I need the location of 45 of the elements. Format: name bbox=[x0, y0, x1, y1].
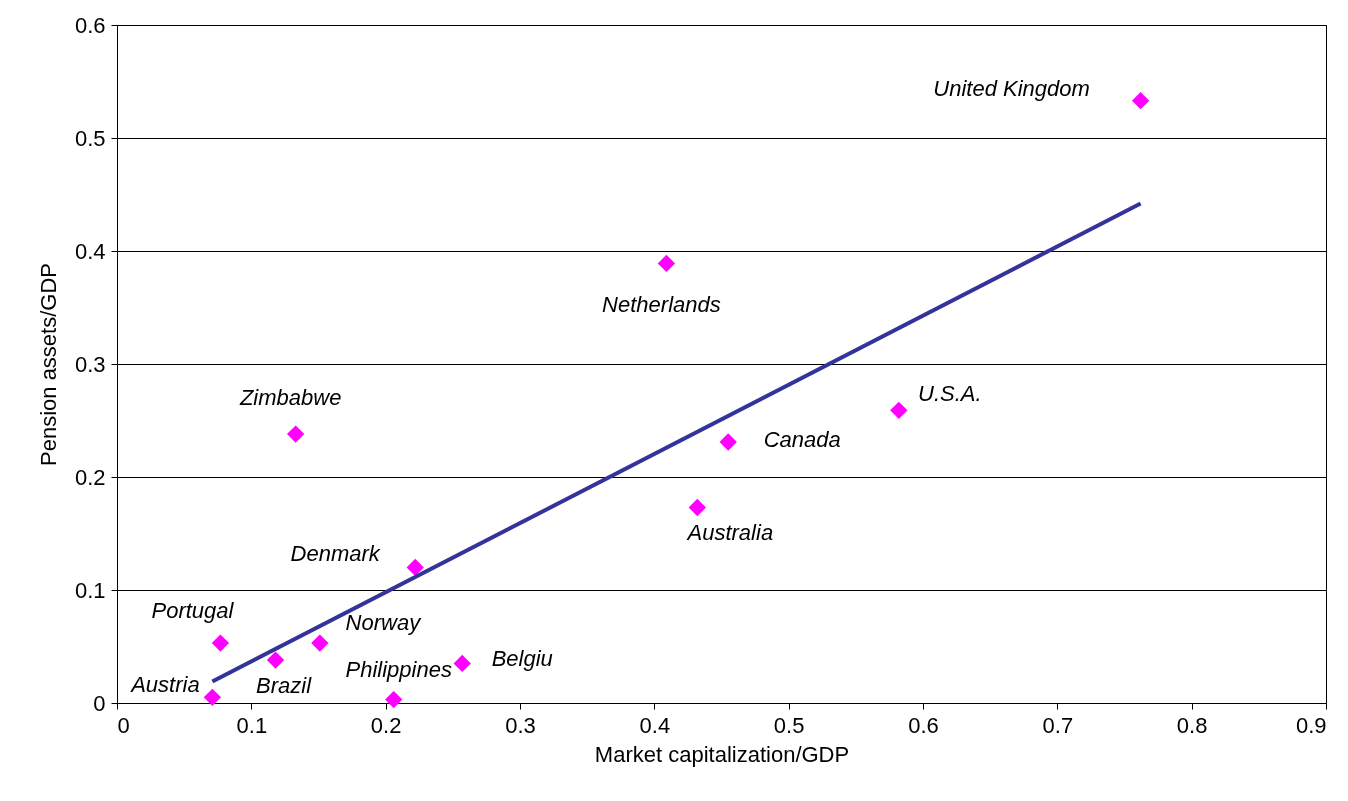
y-tick-label: 0 bbox=[93, 690, 106, 716]
point bbox=[266, 651, 285, 669]
x-tick-label: 0.1 bbox=[236, 712, 268, 738]
x-tick-label: 0.8 bbox=[1176, 712, 1208, 738]
x-tick-label: 0.3 bbox=[505, 712, 536, 738]
point bbox=[688, 498, 706, 517]
x-tick-label: 0.4 bbox=[639, 712, 671, 738]
annotation: Philippines bbox=[345, 656, 452, 682]
point bbox=[287, 425, 305, 443]
y-axis-title: Pension assets/GDP bbox=[35, 263, 61, 466]
annotation: U.S.A. bbox=[918, 381, 982, 407]
y-tick-label: 0.1 bbox=[74, 577, 106, 603]
annotation: Netherlands bbox=[602, 292, 721, 318]
y-tick-label: 0.4 bbox=[74, 238, 106, 264]
annotation: Austria bbox=[129, 672, 200, 698]
x-axis-title: Market capitalization/GDP bbox=[594, 741, 850, 767]
annotation: Brazil bbox=[256, 673, 313, 699]
y-tick-label: 0.6 bbox=[74, 12, 106, 38]
annotation: Zimbabwe bbox=[238, 385, 342, 411]
x-tick-label: 0.9 bbox=[1295, 712, 1327, 738]
point bbox=[719, 433, 737, 451]
point bbox=[211, 634, 230, 652]
point bbox=[1131, 92, 1150, 110]
annotation: Portugal bbox=[151, 598, 235, 624]
y-tick-label: 0.2 bbox=[74, 464, 106, 490]
annotation: Norway bbox=[345, 610, 423, 636]
annotation: United Kingdom bbox=[933, 75, 1090, 101]
point bbox=[657, 254, 676, 273]
y-tick-label: 0.3 bbox=[74, 351, 106, 377]
point bbox=[890, 401, 908, 419]
annotation: Belgiu bbox=[491, 646, 553, 672]
point bbox=[203, 688, 222, 707]
annotation: Australia bbox=[685, 519, 774, 545]
y-tick-label: 0.5 bbox=[74, 125, 106, 151]
annotation: Canada bbox=[763, 426, 841, 452]
x-tick-label: 0.7 bbox=[1042, 712, 1074, 738]
x-tick-label: 0.2 bbox=[370, 712, 402, 738]
point bbox=[406, 558, 424, 577]
x-tick-label: 0.6 bbox=[908, 712, 939, 738]
x-tick-label: 0.5 bbox=[773, 712, 805, 738]
point bbox=[453, 654, 471, 673]
point bbox=[311, 634, 329, 652]
x-tick-label: 0 bbox=[117, 712, 130, 738]
point bbox=[385, 690, 403, 709]
annotation: Denmark bbox=[290, 541, 381, 567]
